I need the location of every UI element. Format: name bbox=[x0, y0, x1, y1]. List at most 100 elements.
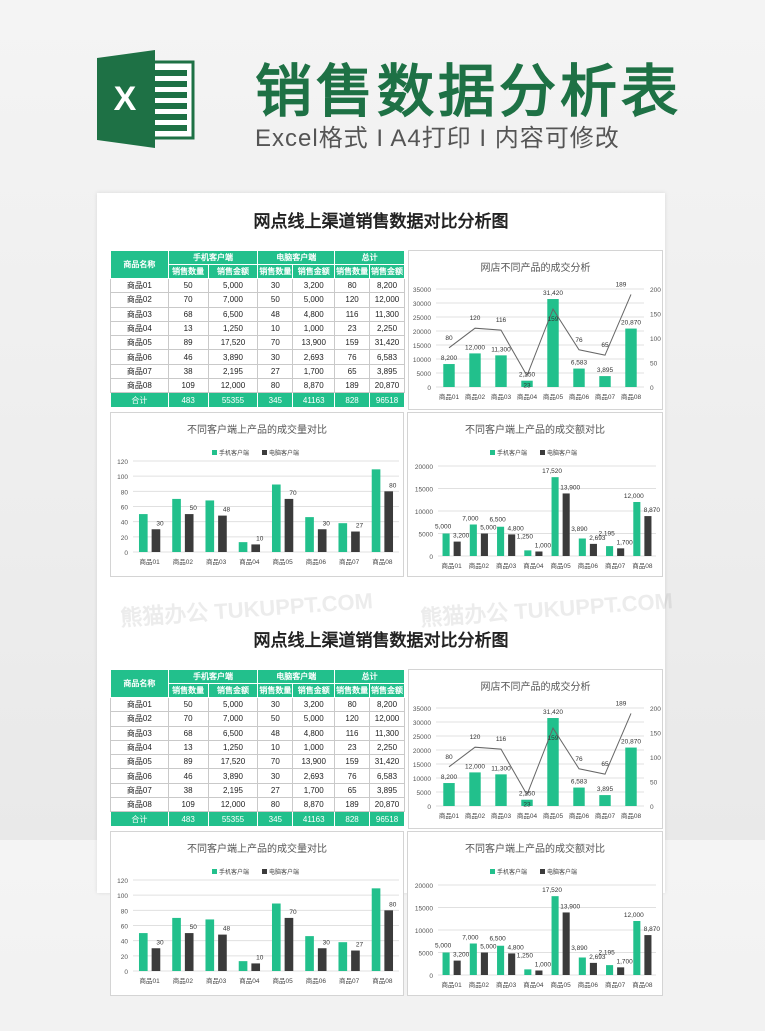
data-label: 30 bbox=[323, 520, 331, 527]
bar bbox=[184, 514, 194, 552]
table-cell: 50 bbox=[167, 277, 209, 294]
table-cell: 商品05 bbox=[110, 754, 169, 770]
table-cell: 6,500 bbox=[207, 306, 259, 322]
bar bbox=[606, 546, 614, 556]
line-data-label: 159 bbox=[548, 316, 559, 323]
table-cell: 7,000 bbox=[207, 711, 259, 727]
legend-swatch bbox=[490, 869, 495, 874]
table-cell: 5,000 bbox=[292, 711, 336, 727]
data-label: 50 bbox=[190, 505, 198, 512]
table-cell: 商品02 bbox=[110, 711, 169, 727]
data-label: 80 bbox=[389, 482, 397, 489]
data-label: 1,250 bbox=[517, 953, 534, 960]
bar bbox=[453, 541, 461, 556]
y-tick-label: 20000 bbox=[413, 329, 431, 336]
bar bbox=[578, 538, 586, 556]
table-cell: 8,870 bbox=[292, 378, 336, 394]
line-data-label: 76 bbox=[575, 337, 583, 344]
bar bbox=[524, 969, 532, 975]
bar bbox=[599, 795, 611, 806]
data-label: 1,250 bbox=[517, 534, 534, 541]
y-tick-label: 15000 bbox=[415, 906, 433, 913]
table-cell: 13 bbox=[167, 320, 209, 337]
table-cell: 120 bbox=[334, 711, 371, 727]
y-tick-label: 10000 bbox=[415, 509, 433, 516]
y2-tick-label: 200 bbox=[650, 287, 661, 294]
x-tick-label: 商品06 bbox=[569, 811, 590, 820]
x-tick-label: 商品04 bbox=[239, 557, 260, 566]
table-cell: 商品07 bbox=[110, 782, 169, 799]
y-tick-label: 15000 bbox=[413, 762, 431, 769]
table-cell: 3,890 bbox=[207, 768, 259, 784]
x-tick-label: 商品03 bbox=[206, 557, 227, 566]
data-label: 3,200 bbox=[453, 952, 470, 959]
table-cell: 1,700 bbox=[292, 782, 336, 799]
y-tick-label: 25000 bbox=[413, 315, 431, 322]
bar bbox=[480, 952, 488, 975]
data-label: 1,700 bbox=[617, 539, 634, 546]
x-tick-label: 商品01 bbox=[442, 561, 463, 570]
y-tick-label: 40 bbox=[121, 939, 129, 946]
header-sub: 销售数量 bbox=[334, 683, 371, 698]
section-title: 网点线上渠道销售数据对比分析图 bbox=[253, 631, 509, 650]
line-data-label: 159 bbox=[548, 735, 559, 742]
total-cell: 合计 bbox=[110, 392, 169, 408]
legend-swatch bbox=[212, 869, 217, 874]
table-cell: 189 bbox=[334, 797, 371, 813]
line-data-label: 120 bbox=[470, 315, 481, 322]
table-cell: 10 bbox=[257, 320, 294, 337]
table-row: 商品08 109 12,000 80 8,870 189 20,870 bbox=[110, 378, 405, 394]
bar bbox=[138, 514, 148, 552]
x-tick-label: 商品07 bbox=[595, 811, 616, 820]
x-tick-label: 商品08 bbox=[632, 980, 653, 989]
table-cell: 159 bbox=[334, 335, 371, 351]
chart-title: 不同客户端上产品的成交额对比 bbox=[465, 842, 605, 855]
data-label: 50 bbox=[190, 924, 198, 931]
x-tick-label: 商品08 bbox=[372, 557, 393, 566]
table-cell: 68 bbox=[167, 306, 209, 322]
x-tick-label: 商品05 bbox=[273, 557, 294, 566]
y-tick-label: 60 bbox=[121, 505, 129, 512]
x-tick-label: 商品03 bbox=[206, 976, 227, 985]
y-tick-label: 10000 bbox=[415, 928, 433, 935]
spreadsheet-preview: 网点线上渠道销售数据对比分析图 商品名称 手机客户端 电脑客户端 总计 销售数量 销售金额… bbox=[97, 193, 665, 996]
y2-tick-label: 0 bbox=[650, 804, 654, 811]
table-cell: 商品07 bbox=[110, 363, 169, 380]
data-label: 12,000 bbox=[465, 344, 485, 351]
table-cell: 商品05 bbox=[110, 335, 169, 351]
chart-title: 不同客户端上产品的成交量对比 bbox=[187, 842, 327, 855]
bar bbox=[371, 888, 381, 971]
x-tick-label: 商品02 bbox=[173, 557, 194, 566]
line-series bbox=[448, 713, 632, 796]
table-cell: 2,693 bbox=[292, 768, 336, 784]
x-tick-label: 商品08 bbox=[621, 392, 642, 401]
x-tick-label: 商品02 bbox=[469, 980, 490, 989]
x-tick-label: 商品01 bbox=[439, 392, 460, 401]
x-tick-label: 商品07 bbox=[339, 557, 360, 566]
y-tick-label: 35000 bbox=[413, 706, 431, 713]
table-cell: 30 bbox=[257, 696, 294, 713]
data-label: 3,895 bbox=[597, 786, 614, 793]
table-cell: 6,583 bbox=[369, 349, 405, 365]
header-group: 手机客户端 bbox=[167, 250, 259, 265]
table-cell: 12,000 bbox=[207, 797, 259, 813]
bar bbox=[271, 903, 281, 971]
bar bbox=[184, 933, 194, 971]
report-section: 网点线上渠道销售数据对比分析图 商品名称 手机客户端 电脑客户端 总计 销售数量 销售金额… bbox=[97, 193, 665, 612]
y-tick-label: 5000 bbox=[419, 951, 434, 958]
line-data-label: 189 bbox=[616, 281, 627, 288]
svg-text:X: X bbox=[114, 80, 137, 118]
x-tick-label: 商品04 bbox=[239, 976, 260, 985]
legend-swatch bbox=[262, 450, 267, 455]
header-sub: 销售金额 bbox=[292, 264, 336, 279]
table-cell: 159 bbox=[334, 754, 371, 770]
data-label: 30 bbox=[323, 939, 331, 946]
table-row: 商品08 109 12,000 80 8,870 189 20,870 bbox=[110, 797, 405, 813]
header-sub: 销售数量 bbox=[334, 264, 371, 279]
y-tick-label: 80 bbox=[121, 489, 129, 496]
bar bbox=[573, 787, 585, 806]
x-tick-label: 商品06 bbox=[306, 557, 327, 566]
line-data-label: 76 bbox=[575, 756, 583, 763]
line-data-label: 116 bbox=[496, 736, 507, 743]
table-cell: 2,693 bbox=[292, 349, 336, 365]
